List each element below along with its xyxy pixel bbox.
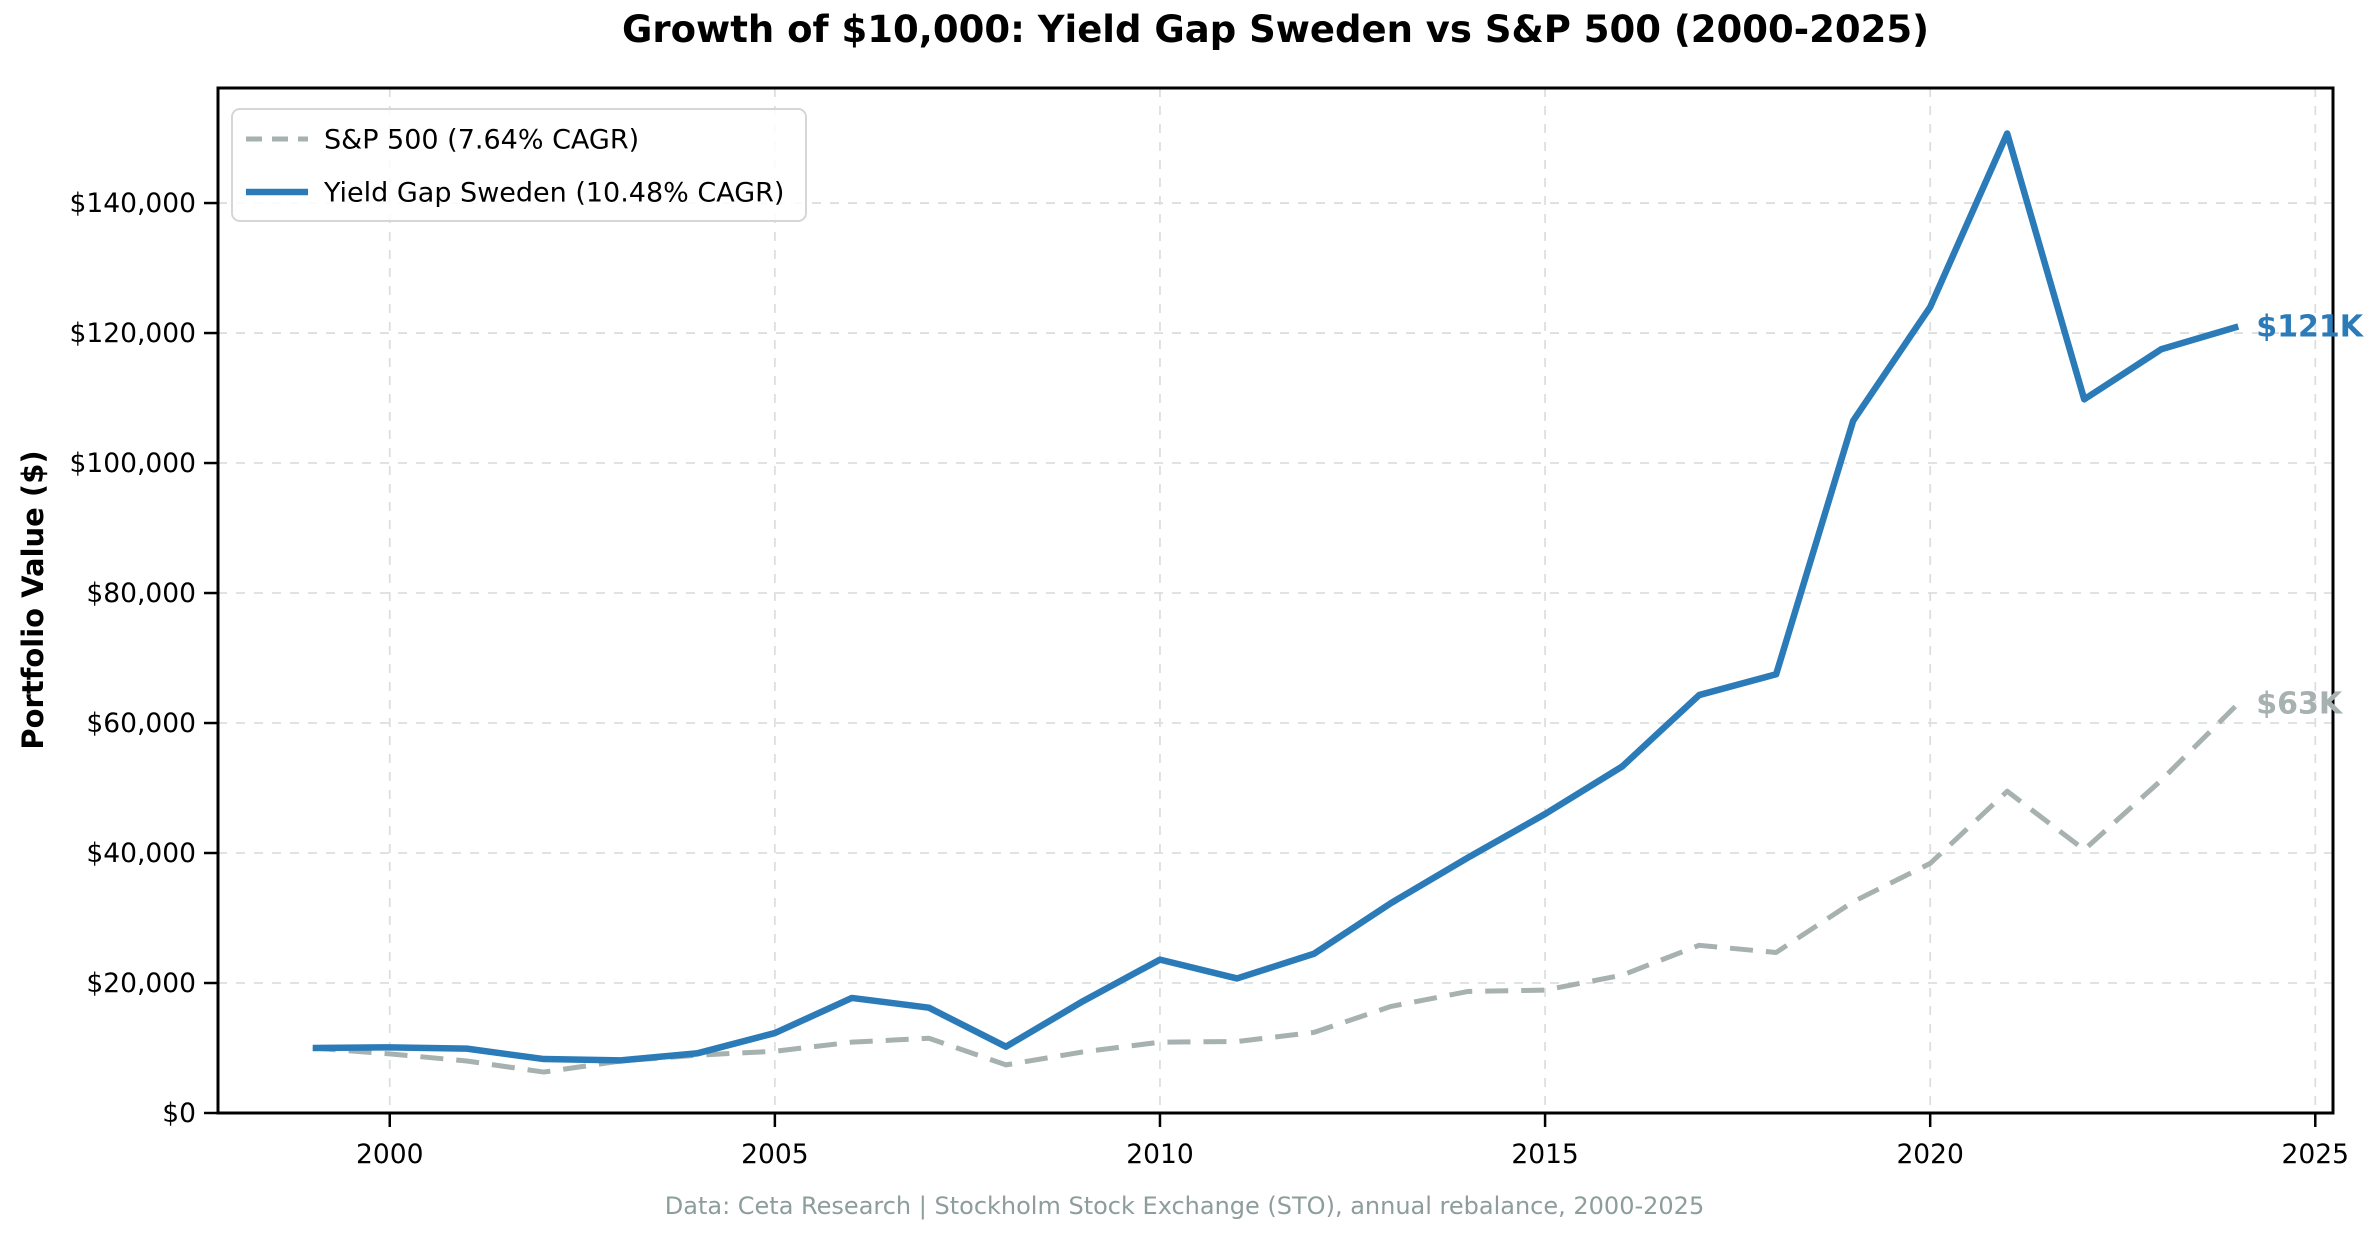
y-tick-label-0: $0: [162, 1098, 196, 1129]
y-tick-label-40000: $40,000: [86, 838, 196, 869]
y-tick-label-120000: $120,000: [70, 318, 196, 349]
axes-spines: [216, 86, 2335, 1115]
series-line-0: [312, 701, 2241, 1075]
y-tick-label-60000: $60,000: [86, 708, 196, 739]
x-tick-label-2015: 2015: [1511, 1139, 1578, 1170]
end-label-1: $121K: [2256, 310, 2364, 345]
chart-title: Growth of $10,000: Yield Gap Sweden vs S…: [622, 8, 1929, 51]
x-tick-label-2005: 2005: [741, 1139, 808, 1170]
y-tick-label-100000: $100,000: [70, 448, 196, 479]
end-label-0: $63K: [2256, 687, 2344, 722]
y-tick-label-80000: $80,000: [86, 578, 196, 609]
x-tick-label-2020: 2020: [1896, 1139, 1963, 1170]
x-tick-label-2025: 2025: [2282, 1139, 2349, 1170]
x-tick-label-2000: 2000: [356, 1139, 423, 1170]
x-tick-label-2010: 2010: [1126, 1139, 1193, 1170]
legend-label-0: S&P 500 (7.64% CAGR): [324, 125, 639, 156]
legend-label-1: Yield Gap Sweden (10.48% CAGR): [323, 178, 784, 209]
y-tick-label-140000: $140,000: [70, 188, 196, 219]
y-tick-label-20000: $20,000: [86, 968, 196, 999]
series-line-1: [312, 130, 2240, 1064]
footer-caption: Data: Ceta Research | Stockholm Stock Ex…: [664, 1192, 1705, 1220]
legend-box: [231, 108, 807, 222]
